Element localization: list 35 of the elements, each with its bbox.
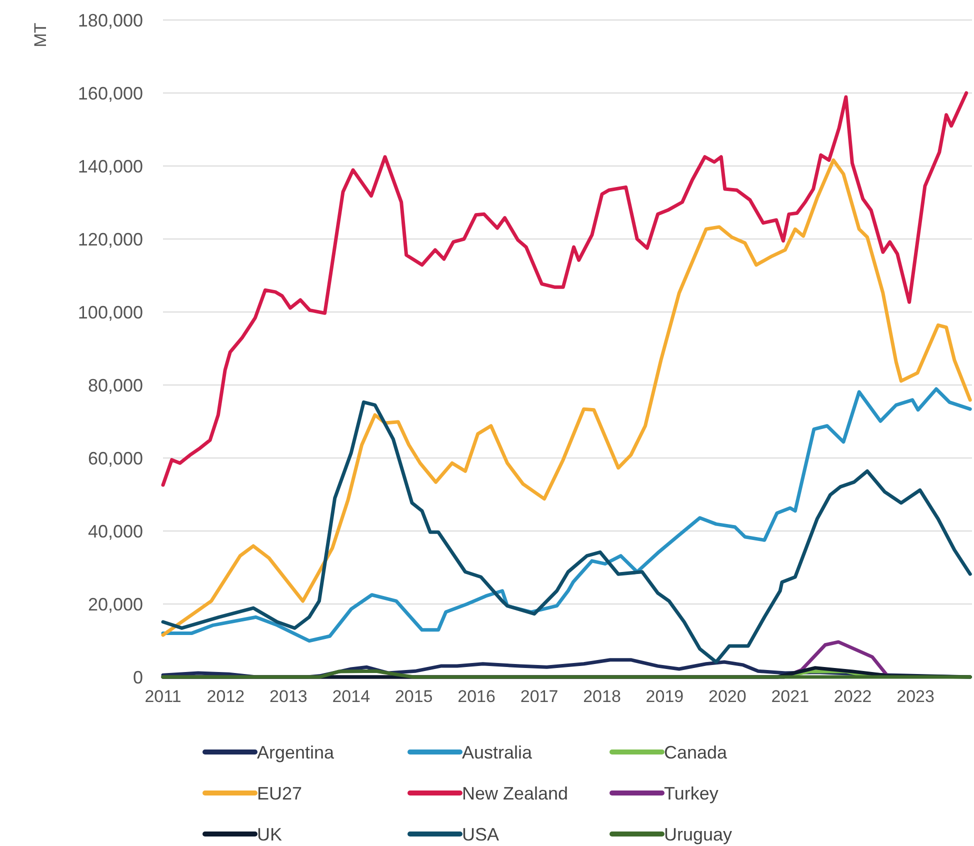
y-tick-label: 0: [132, 667, 143, 688]
line-series: [161, 158, 972, 637]
x-tick-label: 2020: [708, 687, 746, 706]
line-series: [161, 91, 968, 487]
legend-label: EU27: [257, 783, 302, 804]
y-tick-label: 40,000: [88, 521, 143, 542]
x-tick-label: 2017: [520, 687, 558, 706]
legend-label: Australia: [462, 742, 534, 762]
y-tick-label: 140,000: [78, 156, 143, 176]
x-tick-label: 2011: [144, 687, 182, 706]
legend-label: Turkey: [664, 783, 718, 804]
y-tick-label: 160,000: [78, 83, 143, 104]
legend-label: UK: [257, 824, 282, 844]
x-tick-label: 2013: [270, 687, 308, 706]
y-tick-label: 180,000: [78, 10, 143, 30]
y-tick-label: 60,000: [88, 448, 143, 468]
x-tick-label: 2018: [583, 687, 621, 706]
x-tick-label: 2021: [771, 687, 810, 706]
x-tick-label: 2014: [332, 687, 370, 706]
x-tick-label: 2015: [394, 687, 433, 706]
legend-label: USA: [462, 824, 500, 844]
legend-label: Canada: [664, 742, 728, 762]
y-tick-label: 20,000: [88, 594, 143, 614]
x-tick-label: 2022: [834, 687, 872, 706]
x-tick-label: 2023: [896, 687, 934, 706]
legend-label: New Zealand: [462, 783, 568, 804]
legend-label: Argentina: [257, 742, 336, 762]
y-tick-label: 100,000: [78, 302, 143, 322]
y-tick-label: 80,000: [88, 375, 143, 396]
x-tick-label: 2016: [458, 687, 496, 706]
x-tick-label: 2012: [206, 687, 245, 706]
y-tick-label: 120,000: [78, 229, 143, 250]
legend-label: Uruguay: [664, 824, 732, 844]
y-axis-title: MT: [31, 22, 50, 48]
x-tick-label: 2019: [646, 687, 684, 706]
